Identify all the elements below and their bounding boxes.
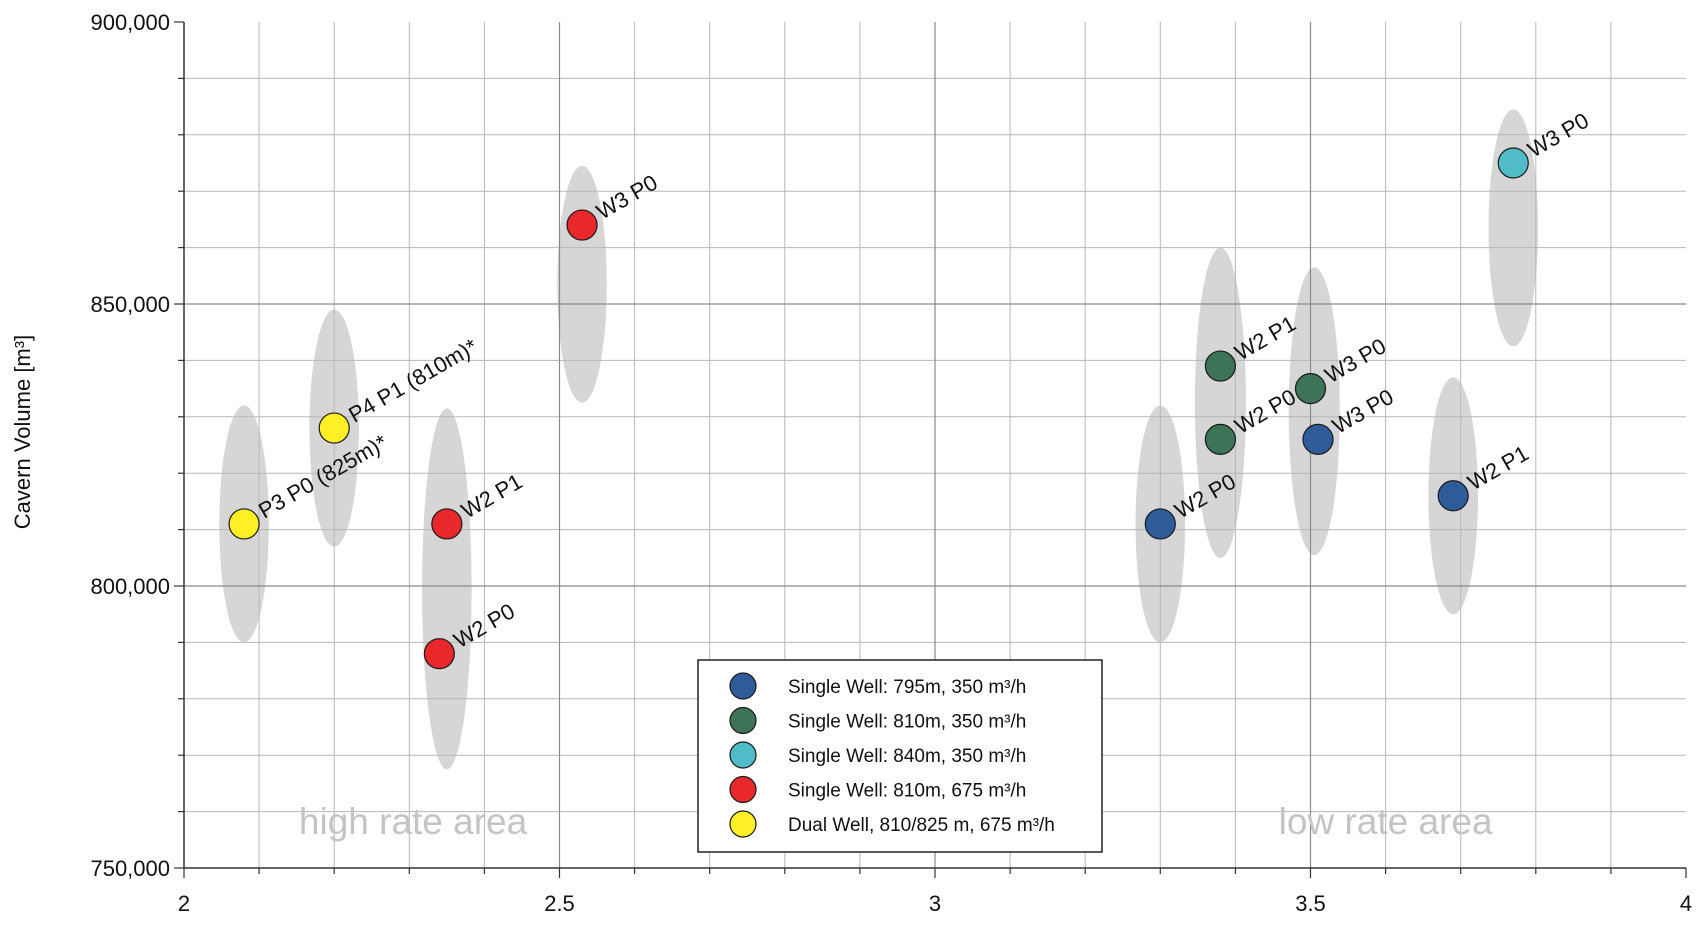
data-point (423, 638, 455, 670)
legend-label: Single Well: 810m, 675 m³/h (788, 781, 1026, 802)
area-annotation: high rate area (299, 801, 528, 842)
legend-marker (729, 672, 757, 700)
area-annotation: low rate area (1279, 801, 1493, 842)
data-point (1204, 350, 1236, 382)
y-tick-label: 800,000 (90, 574, 170, 599)
point-label: P4 P1 (810m)* (344, 333, 482, 427)
legend-marker (729, 810, 757, 838)
point-label: W3 P0 (592, 170, 662, 225)
y-tick-label: 750,000 (90, 856, 170, 881)
data-point (318, 412, 350, 444)
y-tick-label: 900,000 (90, 10, 170, 35)
data-point (1497, 147, 1529, 179)
y-tick-label: 850,000 (90, 292, 170, 317)
uncertainty-ellipse (1194, 247, 1246, 558)
x-tick-label: 3.5 (1295, 891, 1326, 916)
legend-label: Single Well: 795m, 350 m³/h (788, 677, 1026, 698)
legend-marker (729, 741, 757, 769)
x-tick-label: 2.5 (544, 891, 575, 916)
legend-label: Single Well: 840m, 350 m³/h (788, 746, 1026, 767)
x-tick-label: 3 (929, 891, 941, 916)
point-label: W2 P1 (457, 469, 527, 524)
data-point (566, 209, 598, 241)
point-label: W3 P0 (1523, 108, 1593, 163)
legend-marker (729, 706, 757, 735)
data-point (1204, 423, 1236, 455)
uncertainty-ellipse (422, 408, 472, 770)
legend-marker (729, 775, 757, 804)
x-tick-label: 4 (1680, 891, 1692, 916)
legend-label: Single Well: 810m, 350 m³/h (788, 712, 1026, 733)
legend-box (697, 659, 1103, 853)
data-point (1144, 508, 1176, 540)
uncertainty-ellipse (1288, 267, 1340, 555)
data-point (1302, 423, 1334, 455)
axes-layer: 2 2.5 3 3.5 4 750,000 800,000 850,000 900,000 (90, 10, 1692, 916)
data-point (1294, 373, 1327, 405)
data-point (228, 508, 260, 540)
annotation-layer: high rate area low rate area (299, 801, 1493, 842)
y-axis-title: Cavern Volume [m³] (10, 335, 35, 529)
data-point (431, 508, 463, 540)
legend-label: Dual Well, 810/825 m, 675 m³/h (788, 815, 1055, 836)
x-tick-label: 2 (178, 891, 190, 916)
data-point (1437, 480, 1469, 512)
legend: Single Well: 795m, 350 m³/h Single Well: … (697, 659, 1103, 853)
